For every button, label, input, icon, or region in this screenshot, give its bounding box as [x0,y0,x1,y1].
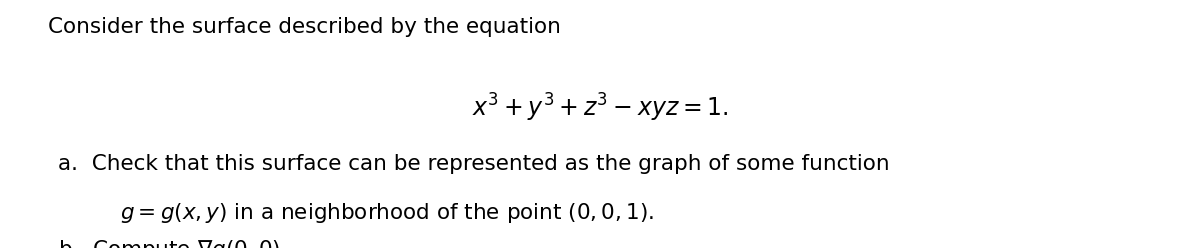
Text: a.  Check that this surface can be represented as the graph of some function: a. Check that this surface can be repres… [58,154,889,174]
Text: Consider the surface described by the equation: Consider the surface described by the eq… [48,17,560,37]
Text: $x^3 + y^3 + z^3 - xyz = 1.$: $x^3 + y^3 + z^3 - xyz = 1.$ [472,92,728,124]
Text: b.  Compute $\nabla g(0, 0)$.: b. Compute $\nabla g(0, 0)$. [58,238,287,248]
Text: $g = g(x, y)$ in a neighborhood of the point $(0, 0, 1)$.: $g = g(x, y)$ in a neighborhood of the p… [120,201,654,225]
